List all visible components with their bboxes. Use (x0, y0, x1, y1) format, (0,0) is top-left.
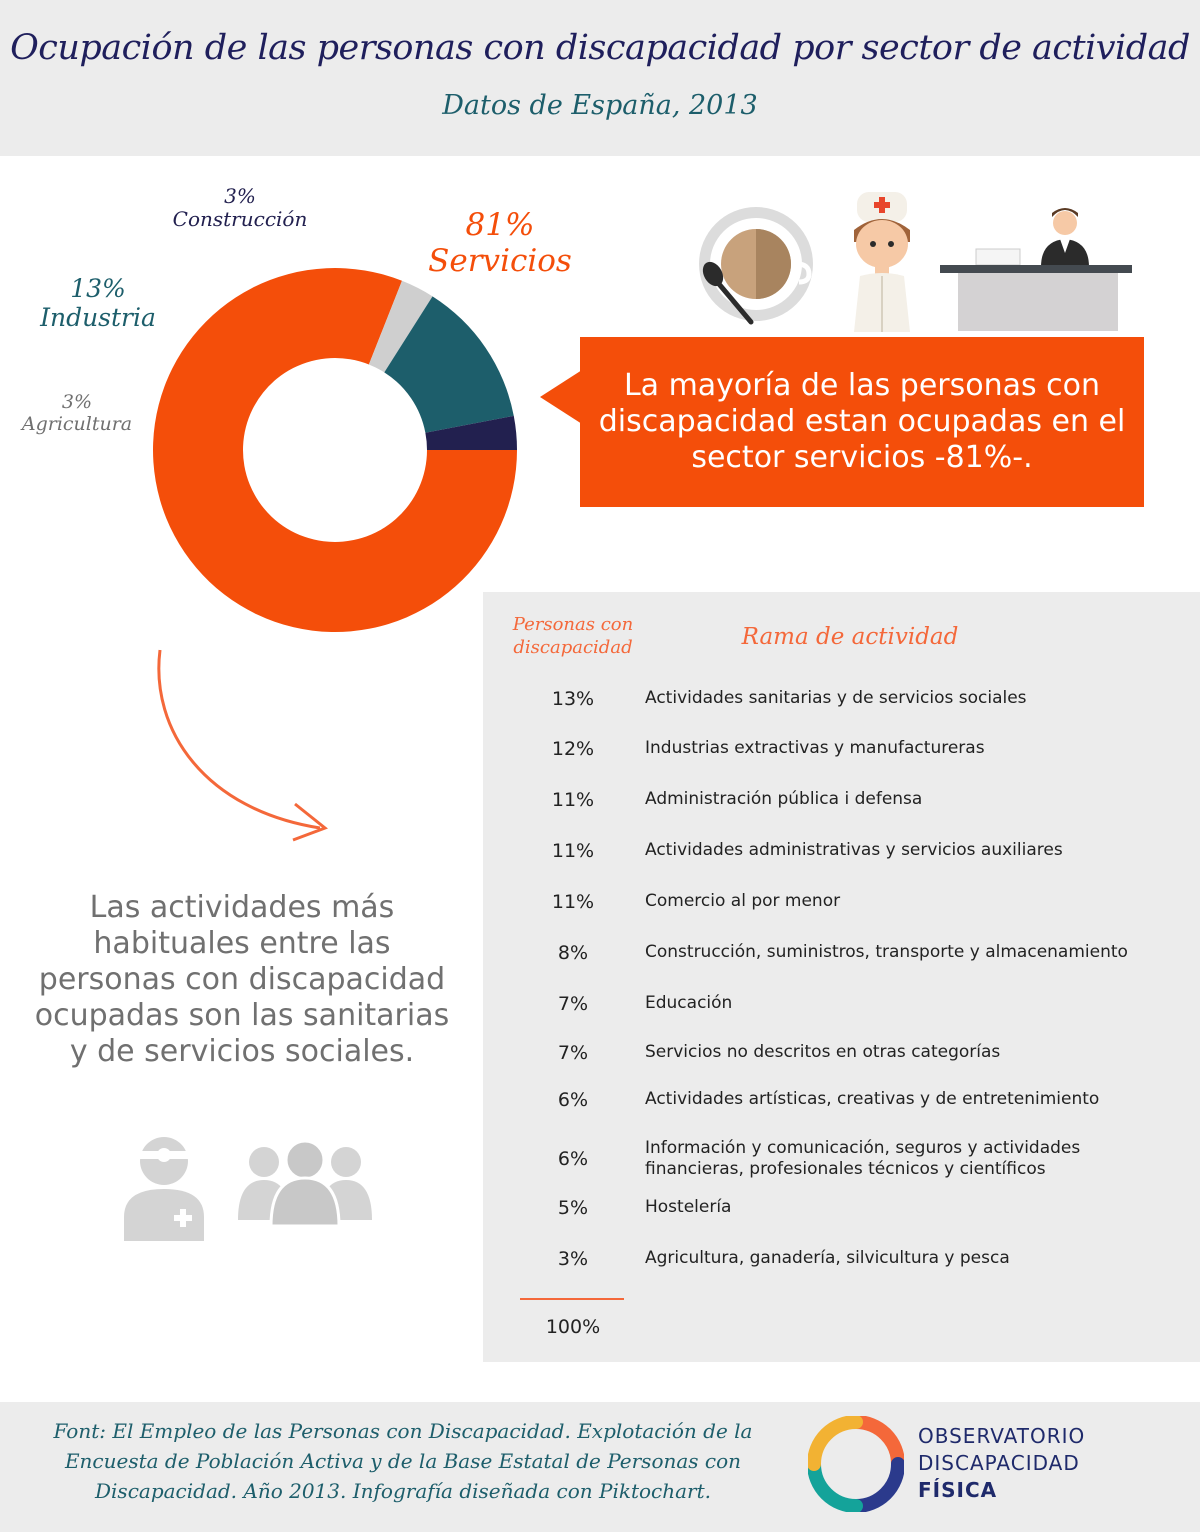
logo-line-1: OBSERVATORIO (918, 1424, 1086, 1448)
receptionist-desk-icon (940, 208, 1132, 331)
table-row-name: Educación (645, 993, 733, 1013)
doctor-icon (124, 1137, 204, 1241)
table-row-pct: 3% (557, 1248, 589, 1270)
nurse-icon (854, 192, 910, 332)
note-text: Las actividades más habituales entre las… (34, 890, 450, 1069)
callout-box: La mayoría de las personas con discapaci… (580, 337, 1144, 507)
table-row-pct: 8% (557, 942, 589, 964)
table-row-name: Administración pública i defensa (645, 789, 923, 809)
table-row-pct: 11% (551, 891, 595, 913)
arrow-curve-icon (157, 649, 328, 842)
callout-pointer (540, 370, 582, 424)
table-row-name: Industrias extractivas y manufactureras (645, 738, 985, 758)
observatorio-logo-icon (808, 1416, 904, 1512)
label-industria-name: Industria (40, 302, 156, 332)
table-row-name: Actividades administrativas y servicios … (645, 840, 1063, 860)
activity-table (483, 592, 1200, 1362)
donut-chart (153, 268, 518, 632)
page-subtitle: Datos de España, 2013 (442, 90, 758, 121)
label-agricultura-name: Agricultura (21, 412, 133, 435)
table-header-branch: Rama de actividad (741, 624, 959, 650)
people-group-icon (238, 1140, 372, 1226)
coffee-cup-icon (699, 207, 813, 325)
page-title: Ocupación de las personas con discapacid… (10, 28, 1190, 68)
header-band (0, 0, 1200, 156)
label-construccion-name: Construcción (172, 207, 308, 231)
table-row-name: Construcción, suministros, transporte y … (645, 942, 1128, 962)
table-row-pct: 11% (551, 789, 595, 811)
footer-band (0, 1402, 1200, 1532)
label-industria-pct: 13% (70, 274, 126, 303)
table-row-pct: 6% (557, 1089, 589, 1111)
table-row-name: Actividades sanitarias y de servicios so… (645, 688, 1027, 708)
table-total: 100% (545, 1316, 601, 1338)
label-agricultura: 3% Agricultura (18, 391, 136, 436)
label-industria: 13% Industria (38, 274, 158, 333)
table-row-name: Agricultura, ganadería, silvicultura y p… (645, 1248, 1010, 1268)
label-servicios-name: Servicios (428, 242, 572, 279)
table-row-pct: 6% (557, 1148, 589, 1170)
donut-slice-agricultura (368, 280, 433, 373)
table-row-name: Información y comunicación, seguros y ac… (645, 1138, 1081, 1179)
table-row-name: Actividades artísticas, creativas y de e… (645, 1089, 1100, 1109)
table-row-pct: 11% (551, 840, 595, 862)
donut-slice-construccion (425, 415, 517, 450)
donut-slice-servicios (153, 268, 518, 632)
table-row-pct: 7% (557, 993, 589, 1015)
donut-slice-industria (384, 296, 514, 433)
label-servicios-pct: 81% (465, 207, 535, 243)
table-row-pct: 7% (557, 1042, 589, 1064)
label-servicios: 81% Servicios (425, 207, 575, 279)
callout-text: La mayoría de las personas con discapaci… (598, 368, 1126, 475)
table-row-pct: 12% (551, 738, 595, 760)
label-construccion-pct: 3% (224, 184, 256, 208)
logo-line-3: FÍSICA (918, 1478, 998, 1502)
table-row-name: Hostelería (645, 1197, 732, 1217)
table-row-pct: 5% (557, 1197, 589, 1219)
table-total-divider (520, 1298, 624, 1300)
logo-line-2: DISCAPACIDAD (918, 1451, 1080, 1475)
table-row-name: Servicios no descritos en otras categorí… (645, 1042, 1001, 1062)
table-row-name: Comercio al por menor (645, 891, 841, 911)
label-agricultura-pct: 3% (61, 391, 93, 413)
footer-source: Font: El Empleo de las Personas con Disc… (53, 1419, 753, 1503)
table-row-pct: 13% (551, 688, 595, 710)
table-header-persons: Personas con discapacidad (512, 614, 634, 658)
label-construccion: 3% Construcción (165, 185, 315, 231)
